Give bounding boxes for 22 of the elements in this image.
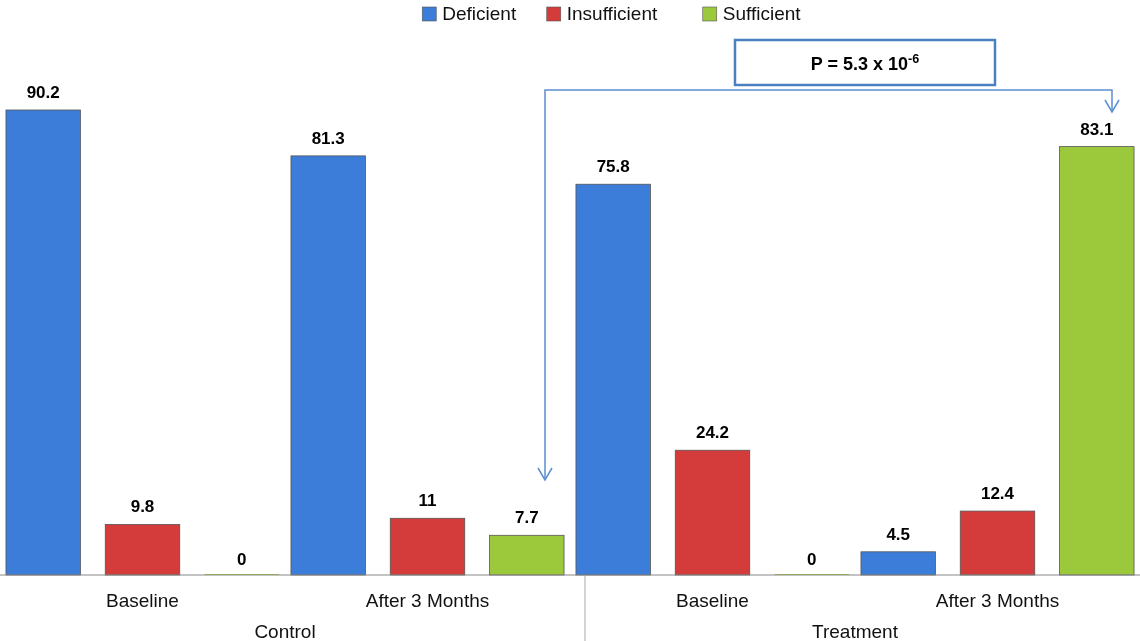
legend-label: Sufficient <box>722 3 802 24</box>
text: Treatment <box>812 621 899 641</box>
data-label: 81.3 <box>311 128 345 148</box>
data-label: 7.7 <box>514 508 539 528</box>
x-tick-label: After 3 Months <box>365 590 490 611</box>
data-label: 75.8 <box>596 157 630 177</box>
data-label: 11 <box>418 491 437 511</box>
data-label: 0 <box>237 550 247 569</box>
data-label: 4.5 <box>886 524 911 544</box>
text: P = 5.3 x 10$^{-6}$ <box>810 52 920 74</box>
text: Control <box>254 621 316 641</box>
x-tick-label: Baseline <box>106 590 179 611</box>
data-label: 90.2 <box>26 83 60 102</box>
legend-label: Insufficient <box>566 3 658 24</box>
data-label: 9.8 <box>130 497 155 517</box>
data-label: 12.4 <box>980 484 1015 504</box>
legend-label: Deficient <box>442 3 517 24</box>
data-label: 83.1 <box>1080 119 1114 139</box>
data-label: 24.2 <box>695 423 730 443</box>
data-label: 0 <box>807 550 817 569</box>
x-tick-label: After 3 Months <box>935 590 1060 611</box>
x-tick-label: Baseline <box>676 590 749 611</box>
